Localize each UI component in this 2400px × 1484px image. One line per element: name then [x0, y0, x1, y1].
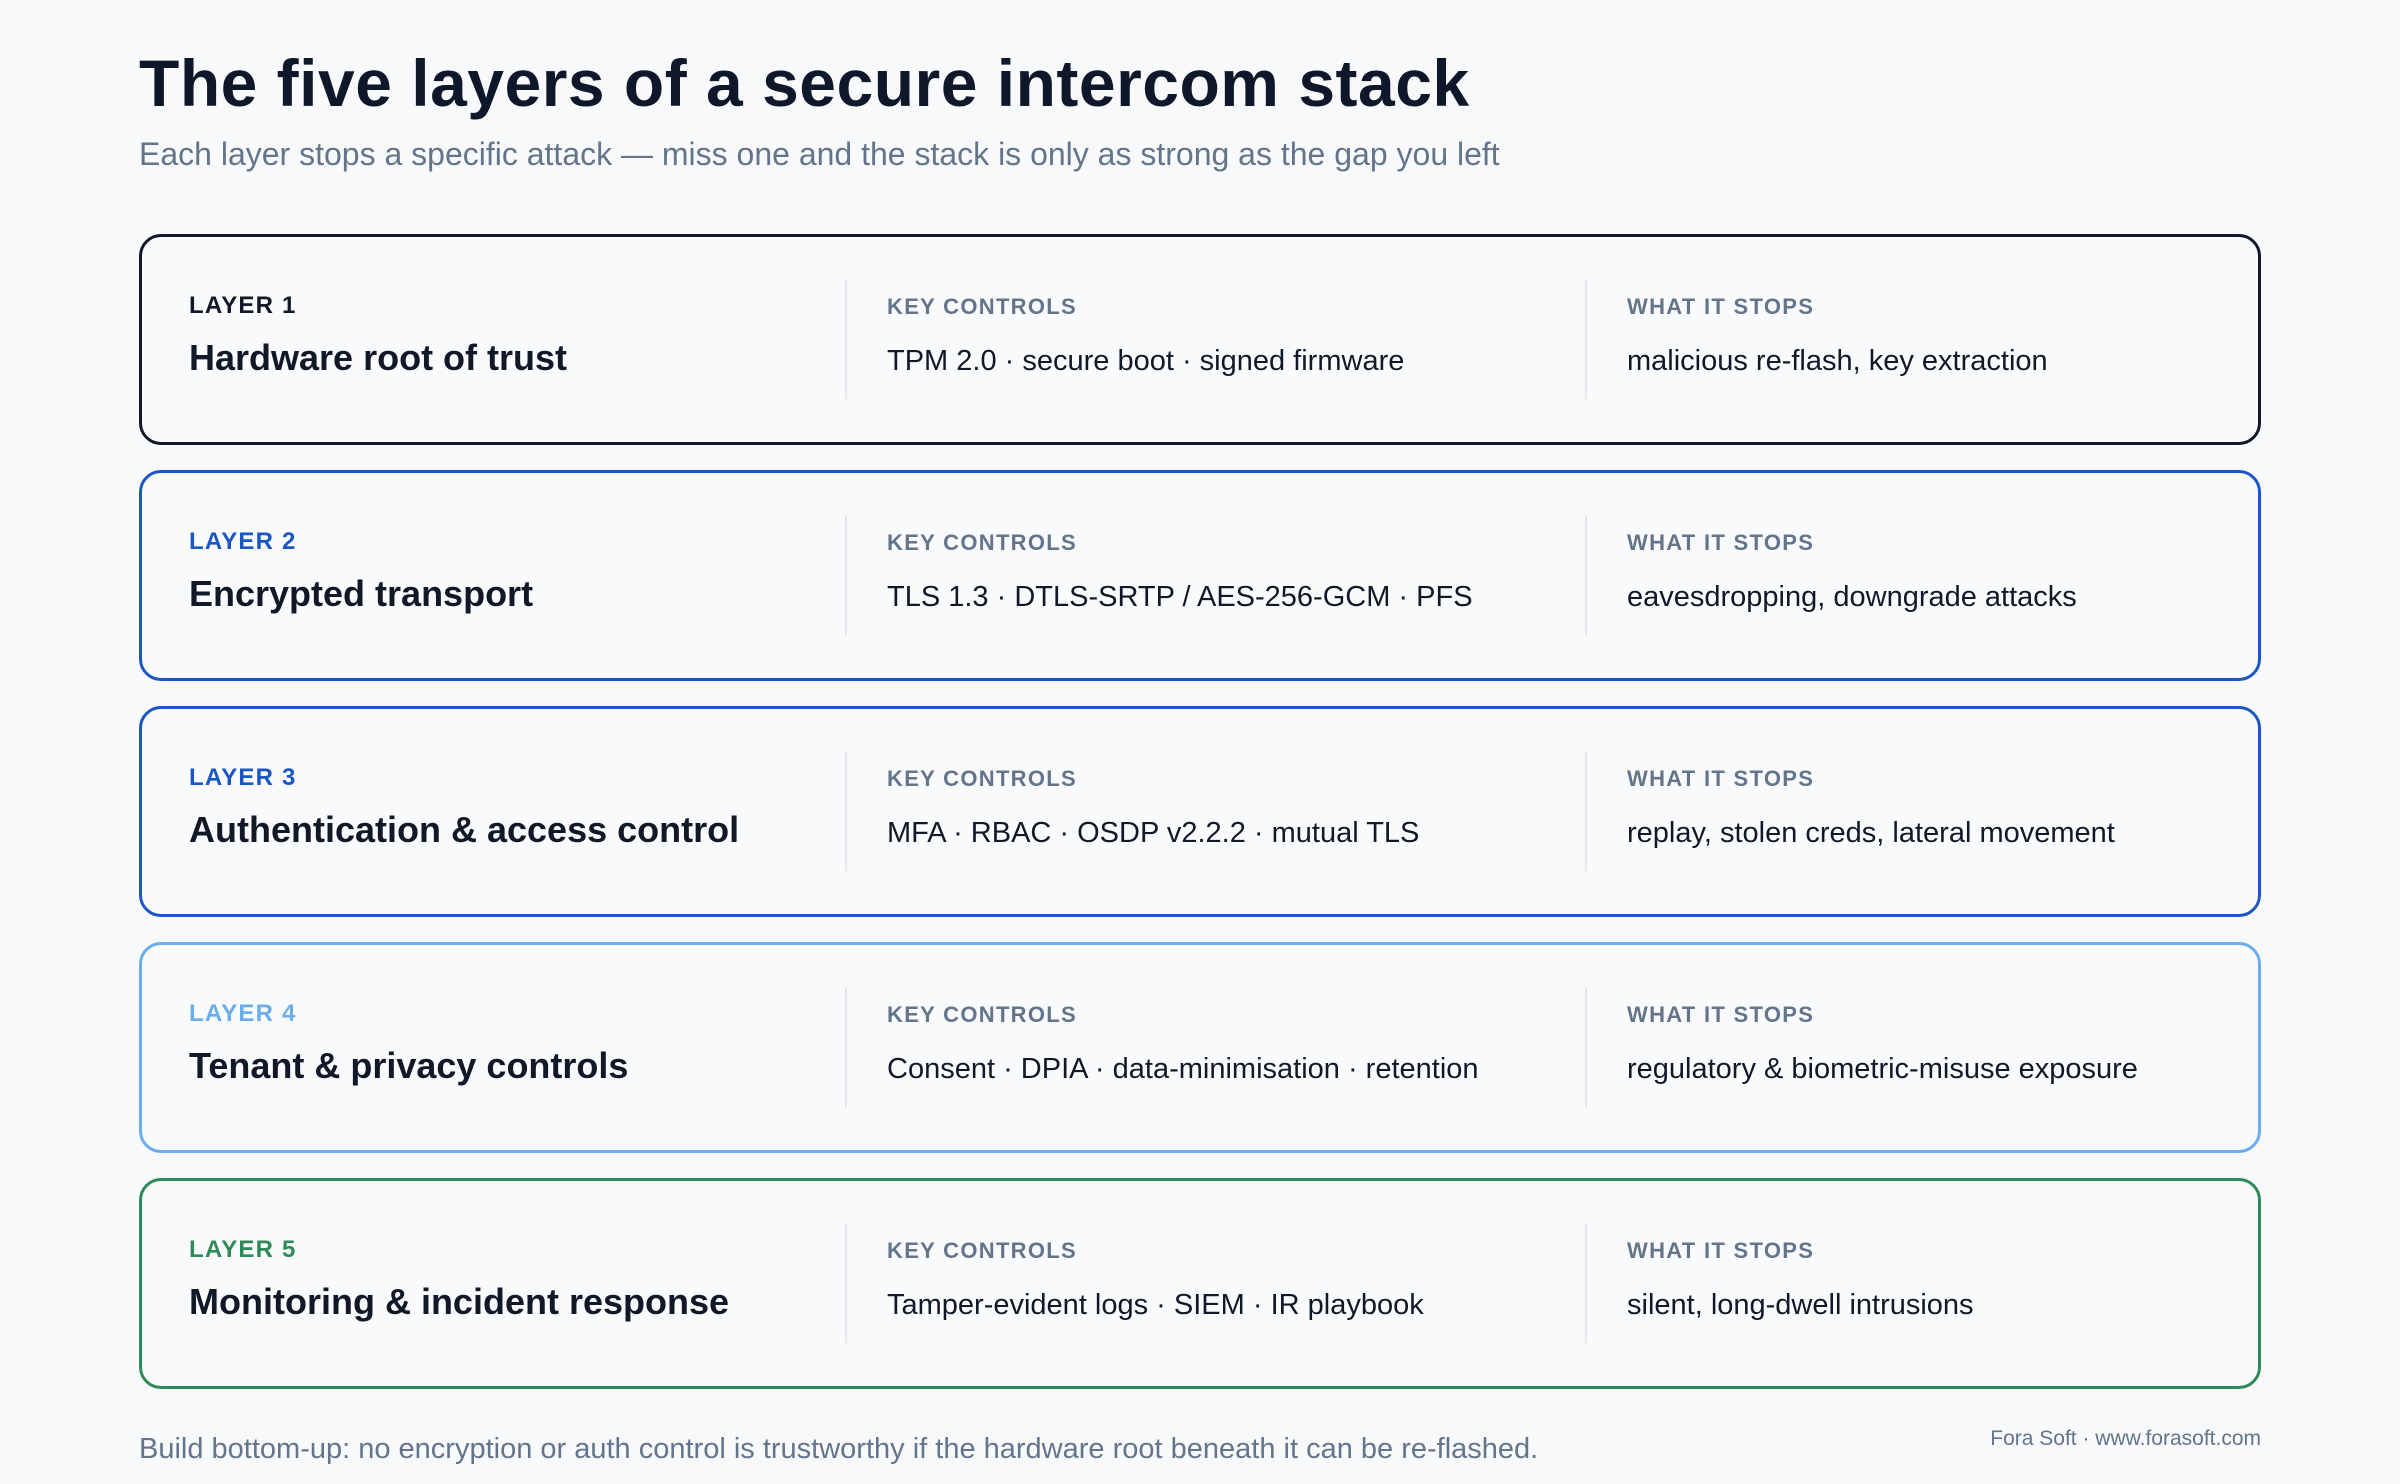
column-divider	[845, 751, 847, 871]
column-divider	[1585, 515, 1587, 635]
key-controls-column: KEY CONTROLS MFA · RBAC · OSDP v2.2.2 · …	[847, 709, 1587, 914]
layer-card-5: LAYER 5 Monitoring & incident response K…	[139, 1178, 2261, 1389]
what-it-stops-label: WHAT IT STOPS	[1627, 766, 1815, 791]
footer-note: Build bottom-up: no encryption or auth c…	[139, 1433, 1539, 1465]
what-it-stops-value: regulatory & biometric-misuse exposure	[1627, 1053, 2138, 1085]
key-controls-column: KEY CONTROLS TPM 2.0 · secure boot · sig…	[847, 237, 1587, 442]
key-controls-label: KEY CONTROLS	[887, 530, 1077, 555]
what-it-stops-value: eavesdropping, downgrade attacks	[1627, 581, 2077, 613]
what-it-stops-value: malicious re-flash, key extraction	[1627, 345, 2048, 377]
layer-name: Monitoring & incident response	[189, 1281, 730, 1322]
key-controls-column: KEY CONTROLS TLS 1.3 · DTLS-SRTP / AES-2…	[847, 473, 1587, 678]
column-divider	[1585, 987, 1587, 1107]
layer-name: Authentication & access control	[189, 809, 740, 850]
column-divider	[845, 1223, 847, 1343]
what-it-stops-label: WHAT IT STOPS	[1627, 1002, 1815, 1027]
what-it-stops-column: WHAT IT STOPS regulatory & biometric-mis…	[1587, 945, 2261, 1150]
what-it-stops-label: WHAT IT STOPS	[1627, 294, 1815, 319]
what-it-stops-column: WHAT IT STOPS silent, long-dwell intrusi…	[1587, 1181, 2261, 1386]
what-it-stops-value: silent, long-dwell intrusions	[1627, 1289, 1974, 1321]
key-controls-value: TLS 1.3 · DTLS-SRTP / AES-256-GCM · PFS	[887, 581, 1473, 613]
layer-name-column: LAYER 3 Authentication & access control	[142, 709, 847, 914]
key-controls-label: KEY CONTROLS	[887, 1238, 1077, 1263]
key-controls-column: KEY CONTROLS Consent · DPIA · data-minim…	[847, 945, 1587, 1150]
layer-tag: LAYER 5	[189, 1236, 297, 1263]
page-subtitle: Each layer stops a specific attack — mis…	[139, 136, 1500, 172]
layer-name-column: LAYER 2 Encrypted transport	[142, 473, 847, 678]
layer-card-3: LAYER 3 Authentication & access control …	[139, 706, 2261, 917]
layer-tag: LAYER 3	[189, 764, 297, 791]
layer-card-4: LAYER 4 Tenant & privacy controls KEY CO…	[139, 942, 2261, 1153]
layer-tag: LAYER 2	[189, 528, 297, 555]
key-controls-value: Consent · DPIA · data-minimisation · ret…	[887, 1053, 1479, 1085]
key-controls-value: MFA · RBAC · OSDP v2.2.2 · mutual TLS	[887, 817, 1420, 849]
what-it-stops-value: replay, stolen creds, lateral movement	[1627, 817, 2115, 849]
what-it-stops-label: WHAT IT STOPS	[1627, 1238, 1815, 1263]
layer-card-2: LAYER 2 Encrypted transport KEY CONTROLS…	[139, 470, 2261, 681]
what-it-stops-column: WHAT IT STOPS eavesdropping, downgrade a…	[1587, 473, 2261, 678]
layer-card-1: LAYER 1 Hardware root of trust KEY CONTR…	[139, 234, 2261, 445]
page-title: The five layers of a secure intercom sta…	[139, 46, 1470, 120]
column-divider	[1585, 279, 1587, 399]
layer-tag: LAYER 1	[189, 292, 297, 319]
layer-tag: LAYER 4	[189, 1000, 297, 1027]
layer-name: Tenant & privacy controls	[189, 1045, 629, 1086]
diagram-page: The five layers of a secure intercom sta…	[139, 0, 2261, 1484]
what-it-stops-column: WHAT IT STOPS malicious re-flash, key ex…	[1587, 237, 2261, 442]
key-controls-label: KEY CONTROLS	[887, 1002, 1077, 1027]
what-it-stops-label: WHAT IT STOPS	[1627, 530, 1815, 555]
layer-name-column: LAYER 5 Monitoring & incident response	[142, 1181, 847, 1386]
column-divider	[845, 279, 847, 399]
key-controls-label: KEY CONTROLS	[887, 766, 1077, 791]
what-it-stops-column: WHAT IT STOPS replay, stolen creds, late…	[1587, 709, 2261, 914]
layer-stack: LAYER 1 Hardware root of trust KEY CONTR…	[139, 234, 2261, 1414]
layer-name-column: LAYER 1 Hardware root of trust	[142, 237, 847, 442]
key-controls-value: Tamper-evident logs · SIEM · IR playbook	[887, 1289, 1424, 1321]
column-divider	[1585, 751, 1587, 871]
column-divider	[845, 987, 847, 1107]
layer-name: Encrypted transport	[189, 573, 534, 614]
credit-text: Fora Soft · www.forasoft.com	[1990, 1427, 2261, 1450]
key-controls-label: KEY CONTROLS	[887, 294, 1077, 319]
key-controls-column: KEY CONTROLS Tamper-evident logs · SIEM …	[847, 1181, 1587, 1386]
layer-name: Hardware root of trust	[189, 337, 568, 378]
column-divider	[1585, 1223, 1587, 1343]
layer-name-column: LAYER 4 Tenant & privacy controls	[142, 945, 847, 1150]
key-controls-value: TPM 2.0 · secure boot · signed firmware	[887, 345, 1405, 377]
column-divider	[845, 515, 847, 635]
